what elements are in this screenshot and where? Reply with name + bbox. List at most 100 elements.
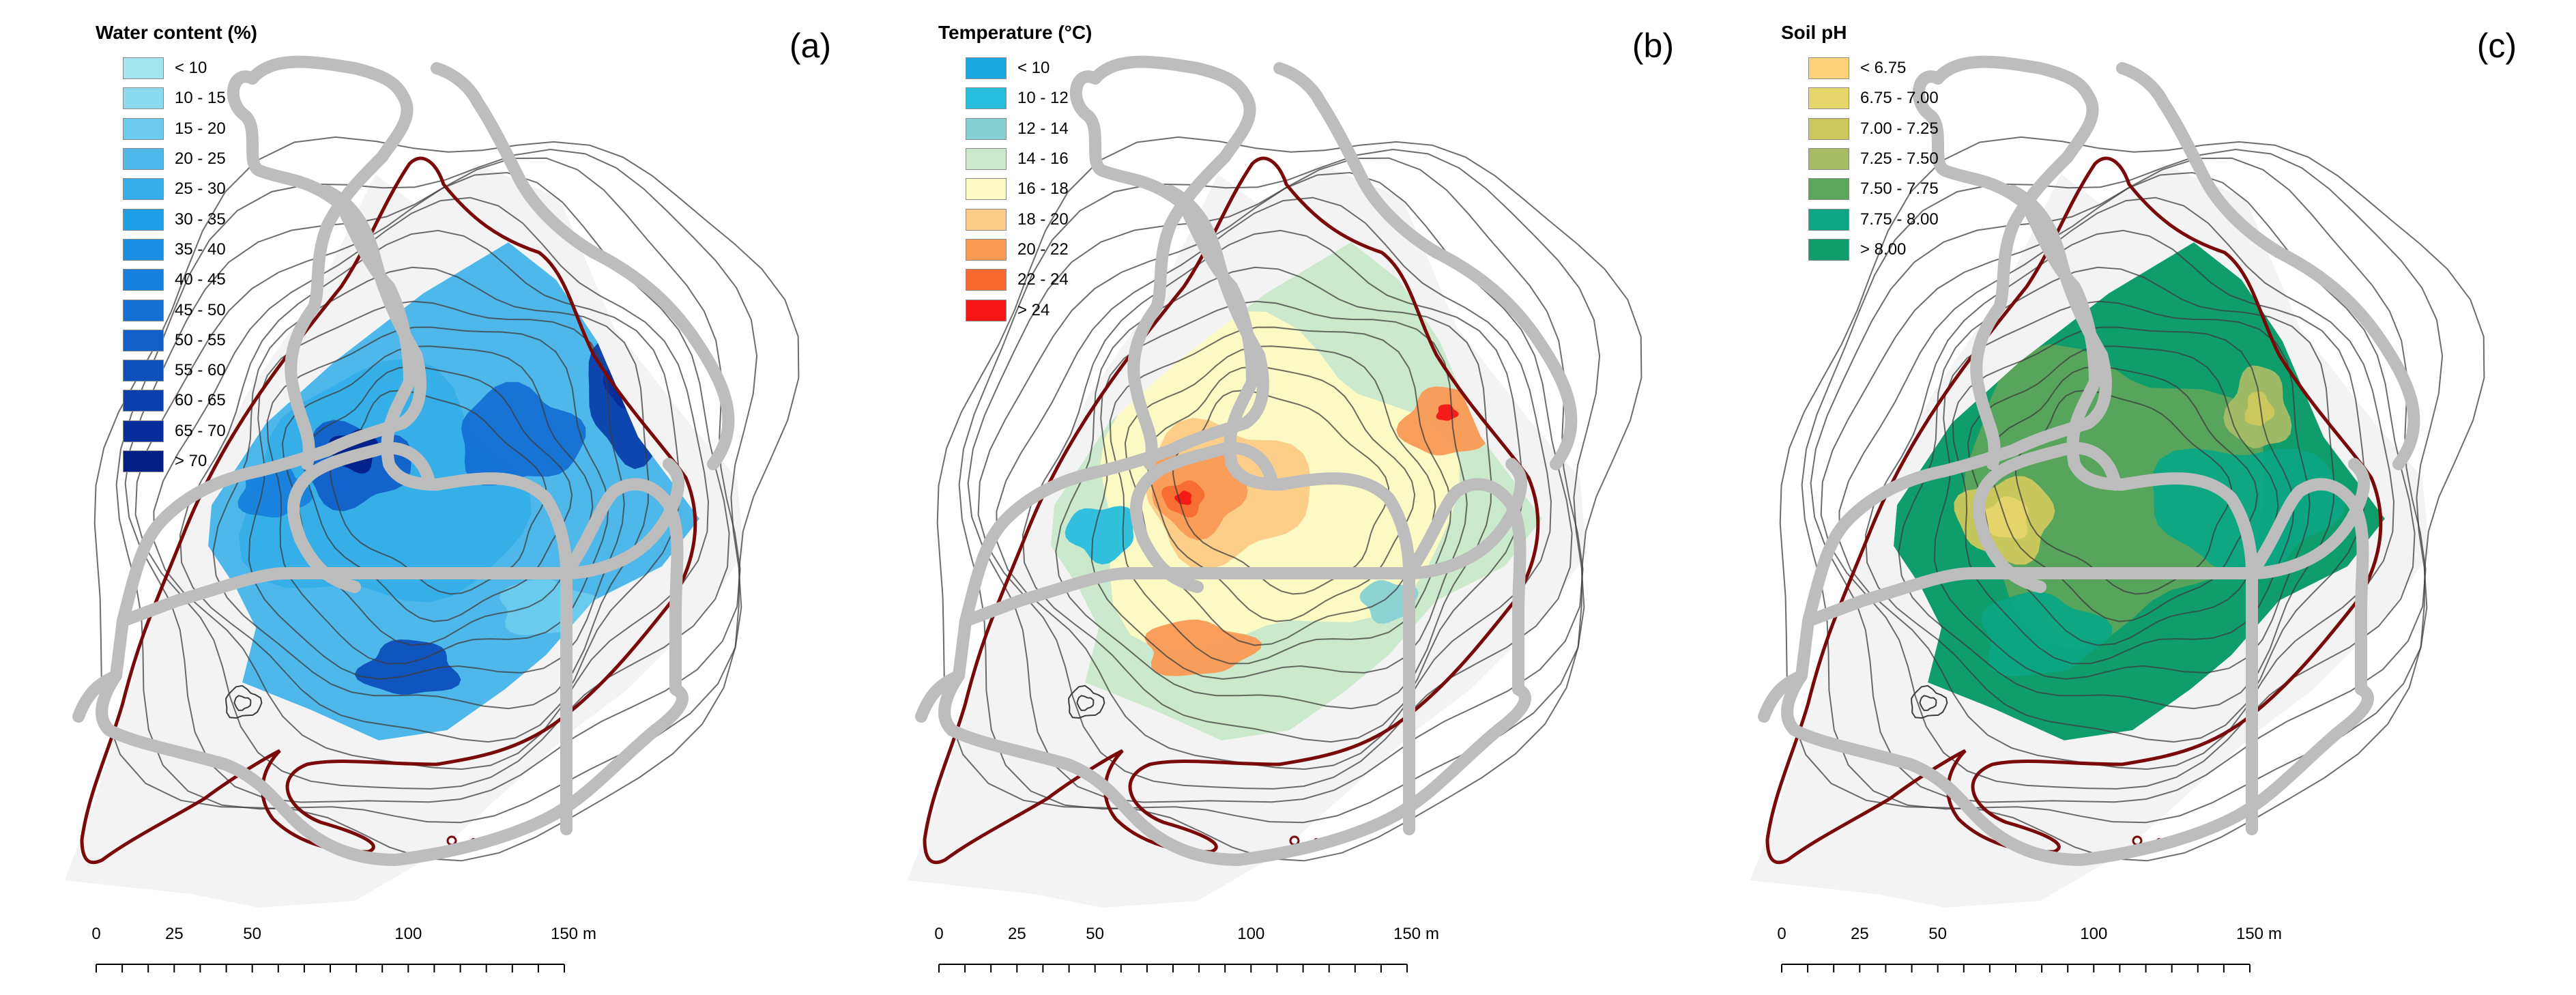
road xyxy=(2116,62,2420,470)
legend-label: 14 - 16 xyxy=(1017,149,1069,169)
scale-bar: 0 25 50 100 150 m xyxy=(1777,925,2300,986)
legend-item: 18 - 20 xyxy=(938,204,1092,234)
legend-swatch xyxy=(123,390,164,412)
map-a xyxy=(65,55,800,908)
legend-item: 20 - 25 xyxy=(96,144,257,174)
road xyxy=(117,458,685,627)
scale-label: 25 xyxy=(1850,925,1869,943)
scale-label: 100 xyxy=(394,925,422,943)
road xyxy=(1932,55,2099,470)
contour-line xyxy=(1898,266,2335,710)
legend-label: 20 - 25 xyxy=(175,149,226,169)
legend-swatch xyxy=(123,450,164,472)
surface-zone xyxy=(2244,392,2275,426)
surface-zone xyxy=(1436,404,1459,421)
surface-zone xyxy=(1978,496,2029,539)
legend-label: 7.25 - 7.50 xyxy=(1860,149,1939,169)
legend-swatch xyxy=(966,148,1007,171)
contour-line xyxy=(958,148,1601,824)
contour-line xyxy=(1933,300,2311,680)
scale-label: 150 xyxy=(2235,925,2264,943)
contour-line xyxy=(1779,136,2485,862)
legend-swatch xyxy=(966,117,1007,140)
contour-line xyxy=(1911,684,1948,719)
legend-label: 40 - 45 xyxy=(175,270,226,289)
legend-label: 20 - 22 xyxy=(1017,240,1069,259)
legend-label: 18 - 20 xyxy=(1017,210,1069,229)
legend-item: 10 - 12 xyxy=(938,83,1092,113)
legend-item: 40 - 45 xyxy=(96,265,257,295)
legend-label: < 10 xyxy=(175,59,207,78)
scale-label: 0 xyxy=(91,925,101,943)
contour-line xyxy=(134,171,730,790)
road xyxy=(915,185,1269,723)
legend-label: 15 - 20 xyxy=(175,119,226,138)
scale-unit: m xyxy=(583,925,596,943)
legend-label: 22 - 24 xyxy=(1017,270,1069,289)
legend-item: 65 - 70 xyxy=(96,416,257,446)
scale-label: 0 xyxy=(934,925,944,943)
contour-line xyxy=(1109,326,1452,665)
legend-item: 7.50 - 7.75 xyxy=(1781,174,1939,204)
legend-items: < 10 10 - 15 15 - 20 20 - 25 25 - 30 30 - 35 3… xyxy=(96,53,257,476)
legend-swatch xyxy=(123,238,164,261)
map-c xyxy=(1750,55,2485,908)
road xyxy=(1802,458,2371,627)
legend-swatch xyxy=(1808,238,1849,261)
contour-line xyxy=(1967,345,2279,646)
legend-a: Water content (%) < 10 10 - 15 15 - 20 20 -… xyxy=(96,22,257,476)
legend-item: 6.75 - 7.00 xyxy=(1781,83,1939,113)
scale-bar-graphic xyxy=(1781,964,2251,972)
scale-label: 150 xyxy=(550,925,579,943)
legend-item: 35 - 40 xyxy=(96,235,257,265)
legend-item: 7.25 - 7.50 xyxy=(1781,144,1939,174)
road xyxy=(1781,669,2374,866)
contour-line xyxy=(281,345,594,646)
legend-item: 60 - 65 xyxy=(96,386,257,416)
legend-swatch xyxy=(123,269,164,291)
scale-bar: 0 25 50 100 150 m xyxy=(91,925,614,986)
road xyxy=(287,442,436,593)
legend-label: > 70 xyxy=(175,452,207,470)
scale-label: 50 xyxy=(1928,925,1948,943)
legend-swatch xyxy=(123,299,164,321)
legend-item: 7.75 - 8.00 xyxy=(1781,204,1939,234)
legend-title: Water content (%) xyxy=(96,22,257,43)
legend-label: 55 - 60 xyxy=(175,361,226,380)
legend-swatch xyxy=(123,420,164,442)
contour-line xyxy=(967,157,1584,803)
legend-label: > 8.00 xyxy=(1860,240,1907,259)
contour-line xyxy=(1068,684,1105,719)
legend-title: Soil pH xyxy=(1781,22,1847,43)
legend-label: 30 - 35 xyxy=(175,210,226,229)
panel-letter: (c) xyxy=(2476,27,2517,65)
contour-line xyxy=(1124,345,1436,646)
legend-item: > 24 xyxy=(938,295,1092,325)
legend-swatch xyxy=(1808,57,1849,80)
surface-zone xyxy=(1980,591,2113,677)
legend-swatch xyxy=(966,238,1007,261)
legend-label: 10 - 15 xyxy=(175,89,226,108)
scale-unit: m xyxy=(1426,925,1439,943)
contour-line xyxy=(1146,366,1416,622)
contour-line xyxy=(1988,366,2259,622)
legend-label: 60 - 65 xyxy=(175,391,226,410)
legend-swatch xyxy=(1808,178,1849,201)
contour-line xyxy=(212,266,650,710)
legend-swatch xyxy=(966,178,1007,201)
legend-swatch xyxy=(123,329,164,351)
legend-item: 22 - 24 xyxy=(938,265,1092,295)
contour-line xyxy=(1820,171,2416,790)
legend-item: 7.00 - 7.25 xyxy=(1781,114,1939,144)
legend-c: Soil pH < 6.75 6.75 - 7.00 7.00 - 7.25 7.25… xyxy=(1781,22,1939,265)
contour-line xyxy=(1952,326,2295,665)
scale-label: 50 xyxy=(243,925,262,943)
legend-item: < 10 xyxy=(938,53,1092,83)
surface-zone xyxy=(1396,386,1488,456)
legend-swatch xyxy=(966,208,1007,231)
legend-swatch xyxy=(123,117,164,140)
legend-label: 25 - 30 xyxy=(175,179,226,199)
legend-item: > 8.00 xyxy=(1781,235,1939,265)
legend-swatch xyxy=(1808,208,1849,231)
contour-line xyxy=(1810,157,2427,803)
